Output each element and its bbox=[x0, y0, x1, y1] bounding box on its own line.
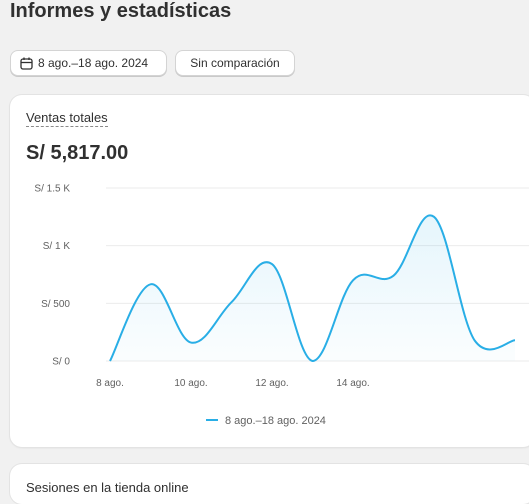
series-line bbox=[109, 214, 516, 362]
x-tick-label: 12 ago. bbox=[255, 378, 288, 389]
comparison-button[interactable]: Sin comparación bbox=[175, 50, 295, 76]
sessions-card: Sesiones en la tienda online bbox=[10, 464, 529, 504]
date-range-button[interactable]: 8 ago.–18 ago. 2024 bbox=[10, 50, 167, 76]
x-tick-label: 10 ago. bbox=[174, 378, 207, 389]
x-tick-label: 14 ago. bbox=[336, 378, 369, 389]
y-tick-label: S/ 0 bbox=[52, 357, 70, 368]
sales-total-value: S/ 5,817.00 bbox=[26, 142, 129, 164]
page-title: Informes y estadísticas bbox=[10, 0, 232, 22]
y-tick-label: S/ 1 K bbox=[43, 241, 71, 252]
y-tick-label: S/ 1.5 K bbox=[34, 184, 70, 195]
sessions-card-title[interactable]: Sesiones en la tienda online bbox=[26, 480, 189, 495]
series-area bbox=[110, 215, 515, 361]
sales-card: Ventas totales S/ 5,817.00 S/ 0 S/ 500 S/ … bbox=[10, 95, 529, 447]
calendar-icon bbox=[20, 57, 33, 70]
date-range-label: 8 ago.–18 ago. 2024 bbox=[38, 56, 149, 70]
sales-card-title[interactable]: Ventas totales bbox=[26, 110, 108, 127]
sales-chart: S/ 0 S/ 500 S/ 1 K S/ 1.5 K 8 ago. 10 ago. 12 … bbox=[34, 184, 529, 427]
x-tick-label: 8 ago. bbox=[96, 378, 124, 389]
y-tick-label: S/ 500 bbox=[41, 299, 70, 310]
legend-label: 8 ago.–18 ago. 2024 bbox=[225, 415, 326, 427]
